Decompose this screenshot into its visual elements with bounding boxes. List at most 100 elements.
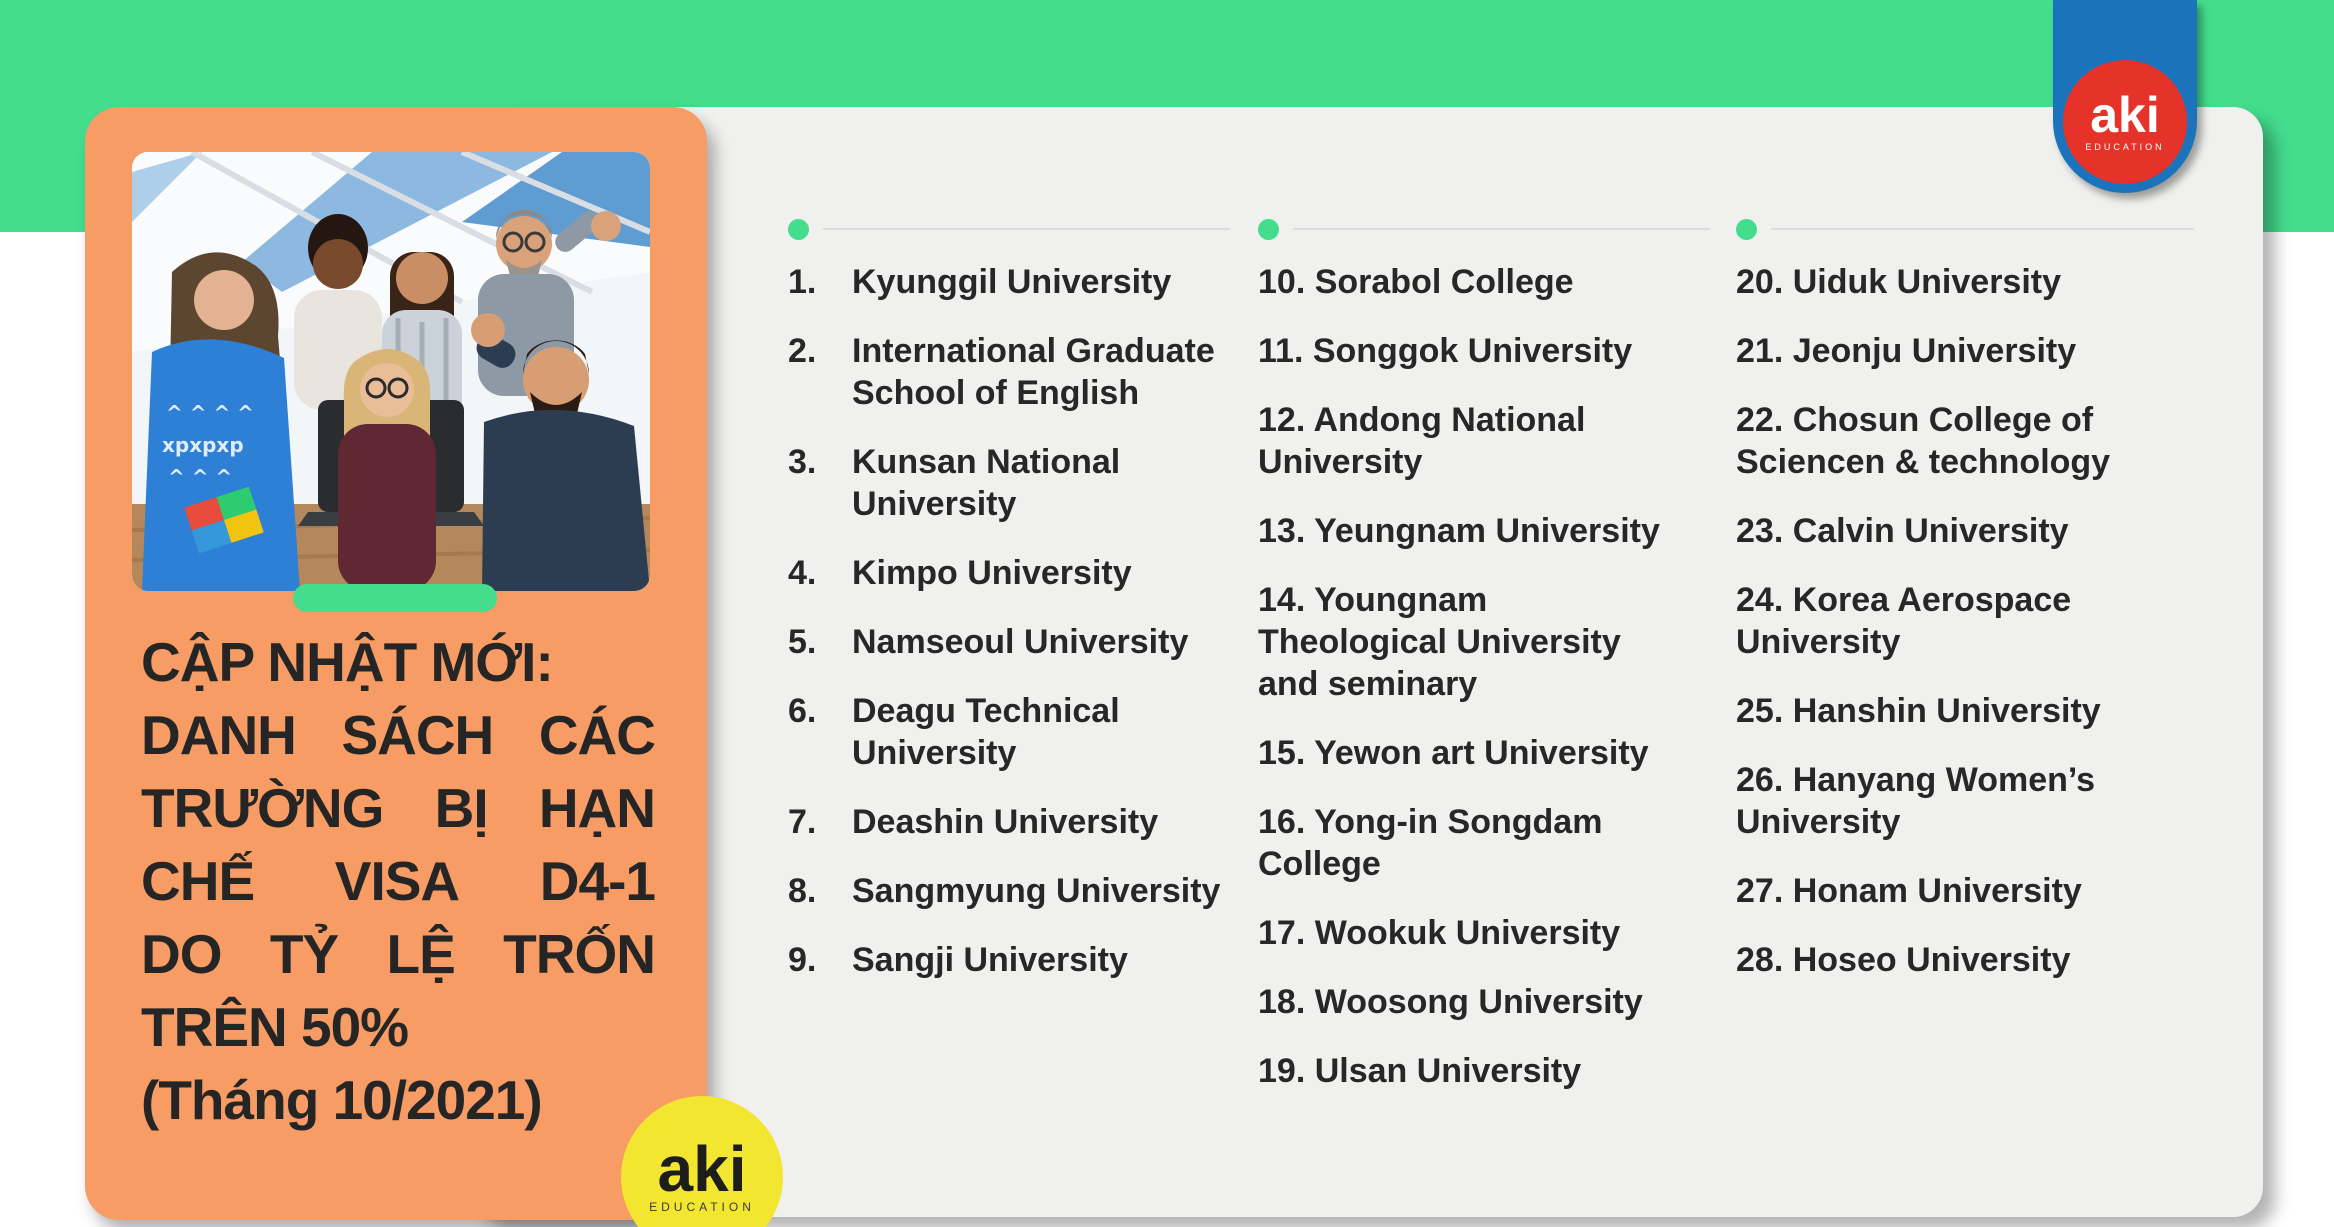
university-name: Namseoul University [852,623,1189,661]
list-item: 28. Hoseo University [1736,941,2071,979]
aki-logo-text: aki [2090,87,2160,143]
list-item: 10. Sorabol College [1258,263,1574,301]
brand-ribbon: aki EDUCATION [2053,0,2197,193]
column-header [1258,214,1710,244]
green-dot-icon [1258,218,1279,240]
university-name: International Graduate School of English [852,332,1215,412]
title-justified-lines: DANH SÁCH CÁC TRƯỜNG BỊ HẠN CHẾ VISA D4-1 DO TỶ LỆ T… [141,699,656,991]
divider-line [1293,228,1710,230]
aki-logo-bottom: aki EDUCATION [621,1096,783,1227]
list-item: 17. Wookuk University [1258,914,1621,952]
list-item: 1. Kyunggil University [788,261,1230,303]
university-column-1: 1. Kyunggil University 2. International Gra… [788,214,1230,981]
list-item: 18. Woosong University [1258,983,1643,1021]
university-column-2: 10. Sorabol College 11. Songgok Universit… [1258,214,1710,1092]
person-front-man [471,313,650,591]
item-number: 3. [788,443,817,481]
university-list-3: 20. Uiduk University 21. Jeonju Universit… [1736,261,2194,981]
green-dot-icon [1736,218,1757,240]
title-line: CHẾ VISA D4-1 [141,845,656,918]
title-word: DO [141,923,222,985]
item-number: 1. [788,263,817,301]
title-word: DANH [141,704,297,766]
list-item: 4. Kimpo University [788,552,1230,594]
aki-logo-subtext: EDUCATION [2085,142,2165,152]
list-item: 8. Sangmyung University [788,870,1230,912]
title-word: HẠN [538,777,656,839]
title-line: (Tháng 10/2021) [141,1069,543,1131]
list-item: 20. Uiduk University [1736,263,2062,301]
title-word: CÁC [538,704,656,766]
content-panel [470,107,2263,1217]
list-item: 19. Ulsan University [1258,1052,1582,1090]
item-number: 8. [788,872,817,910]
university-list-1: 1. Kyunggil University 2. International Gra… [788,261,1230,981]
title-word: TỶ [269,923,339,985]
item-number: 9. [788,941,817,979]
university-column-3: 20. Uiduk University 21. Jeonju Universit… [1736,214,2194,981]
list-item: 27. Honam University [1736,872,2082,910]
divider-line [1771,228,2194,230]
title-word: VISA [334,850,460,912]
list-item: 25. Hanshin University [1736,692,2101,730]
item-number: 5. [788,623,817,661]
aki-logo-text: aki [657,1133,747,1205]
list-item: 12. Andong National University [1258,401,1586,481]
item-number: 4. [788,554,817,592]
university-name: Kyunggil University [852,263,1172,301]
list-item: 16. Yong-in Songdam College [1258,803,1603,883]
title-word: D4-1 [539,850,656,912]
list-item: 15. Yewon art University [1258,734,1649,772]
university-name: Kimpo University [852,554,1132,592]
university-name: Deashin University [852,803,1159,841]
aki-logo-top: aki EDUCATION [2063,60,2187,184]
green-accent-pill [293,584,497,612]
item-number: 6. [788,692,817,730]
aki-logo-subtext: EDUCATION [649,1200,755,1214]
person-blue-sweater-woman: ^ ^ ^ ^ xpxpxp ^ ^ ^ [142,252,300,591]
svg-text:^ ^ ^: ^ ^ ^ [168,465,232,489]
title-line: DO TỶ LỆ TRỐN [141,918,656,991]
svg-text:^ ^ ^ ^: ^ ^ ^ ^ [166,401,254,425]
list-item: 23. Calvin University [1736,512,2069,550]
svg-text:xpxpxp: xpxpxp [162,433,244,457]
list-item: 2. International Graduate School of Engli… [788,330,1230,414]
person-blonde-woman [338,349,436,591]
list-item: 11. Songgok University [1258,332,1633,370]
university-name: Kunsan National University [852,443,1121,523]
list-item: 5. Namseoul University [788,621,1230,663]
list-item: 7. Deashin University [788,801,1230,843]
item-number: 2. [788,332,817,370]
title-line: TRÊN 50% [141,996,409,1058]
university-name: Deagu Technical University [852,692,1120,772]
list-item: 22. Chosun College of Sciencen & technol… [1736,401,2111,481]
card-title: CẬP NHẬT MỚI: DANH SÁCH CÁC TRƯỜNG BỊ HẠN CHẾ V… [141,626,656,1137]
title-word: SÁCH [341,704,494,766]
list-item: 9. Sangji University [788,939,1230,981]
title-card: ^ ^ ^ ^ xpxpxp ^ ^ ^ [85,107,707,1220]
list-item: 26. Hanyang Women’s University [1736,761,2095,841]
title-word: LỆ [386,923,456,985]
list-item: 21. Jeonju University [1736,332,2077,370]
university-name: Sangji University [852,941,1128,979]
list-item: 6. Deagu Technical University [788,690,1230,774]
title-line: TRƯỜNG BỊ HẠN [141,772,656,845]
title-word: TRỐN [503,923,656,985]
green-dot-icon [788,218,809,240]
university-name: Sangmyung University [852,872,1221,910]
item-number: 7. [788,803,817,841]
list-item: 13. Yeungnam University [1258,512,1660,550]
title-line: DANH SÁCH CÁC [141,699,656,772]
title-word: BỊ [434,777,489,839]
list-item: 3. Kunsan National University [788,441,1230,525]
title-line: CẬP NHẬT MỚI: [141,631,554,693]
title-word: CHẾ [141,850,255,912]
team-photo: ^ ^ ^ ^ xpxpxp ^ ^ ^ [132,152,650,591]
list-item: 14. Youngnam Theological University and … [1258,581,1621,703]
column-header [788,214,1230,244]
list-item: 24. Korea Aerospace University [1736,581,2072,661]
university-list-2: 10. Sorabol College 11. Songgok Universit… [1258,261,1710,1092]
divider-line [823,228,1230,230]
title-word: TRƯỜNG [141,777,384,839]
